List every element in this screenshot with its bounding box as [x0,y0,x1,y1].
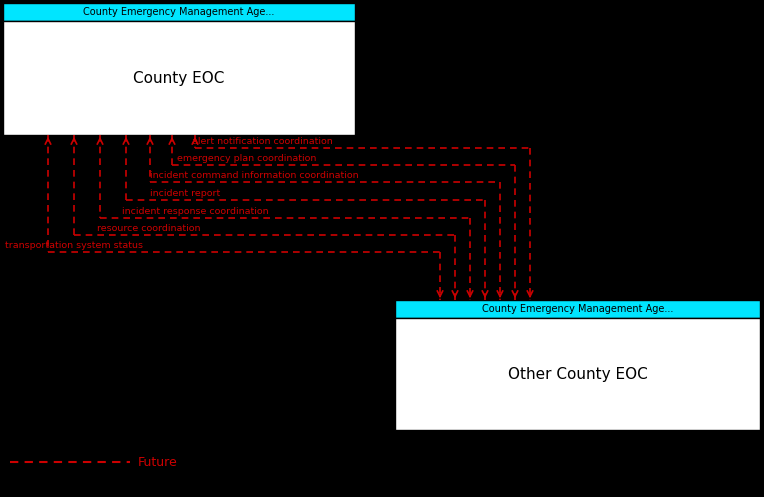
Text: emergency plan coordination: emergency plan coordination [177,154,316,163]
Bar [395,318,760,430]
Bar [395,300,760,318]
Text: County Emergency Management Age...: County Emergency Management Age... [482,304,673,314]
Text: transportation system status: transportation system status [5,241,143,250]
Text: incident response coordination: incident response coordination [122,207,269,216]
Text: incident report: incident report [150,189,220,198]
Text: County EOC: County EOC [133,71,225,85]
Bar [3,21,355,135]
Text: resource coordination: resource coordination [97,224,200,233]
Text: Future: Future [138,455,178,469]
Bar [3,3,355,21]
Text: alert notification coordination: alert notification coordination [192,137,333,146]
Text: Other County EOC: Other County EOC [507,366,647,382]
Text: County Emergency Management Age...: County Emergency Management Age... [83,7,275,17]
Text: incident command information coordination: incident command information coordinatio… [150,171,358,180]
